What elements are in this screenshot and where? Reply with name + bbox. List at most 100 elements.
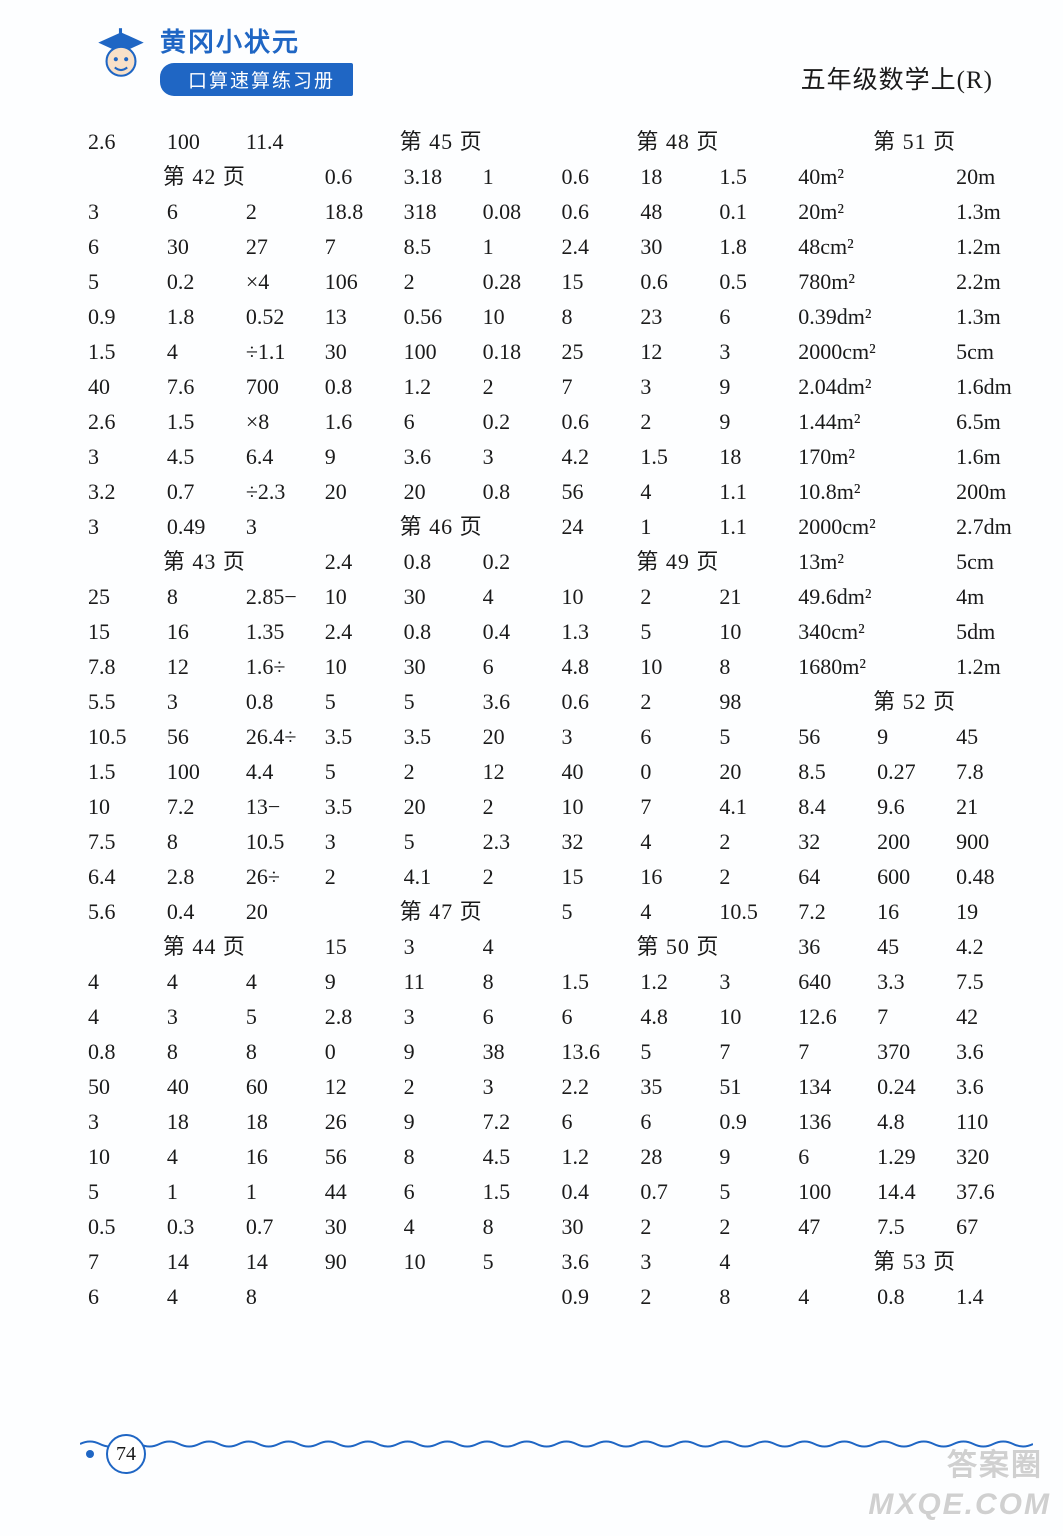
answer-cell: 21 bbox=[717, 580, 796, 615]
answer-cell: 5dm bbox=[954, 615, 1033, 650]
answer-cell: 8 bbox=[481, 965, 560, 1000]
answer-cell: 5.5 bbox=[86, 685, 165, 720]
answer-cell: 3 bbox=[86, 510, 165, 545]
answer-cell: 2 bbox=[717, 1210, 796, 1245]
answer-cell: 1.2m bbox=[954, 230, 1033, 265]
answer-cell: 4.5 bbox=[481, 1140, 560, 1175]
answer-cell: 136 bbox=[796, 1105, 875, 1140]
answer-cell: 3 bbox=[638, 1245, 717, 1280]
answer-cell: 5.6 bbox=[86, 895, 165, 930]
answer-cell: 3 bbox=[481, 440, 560, 475]
answer-cell: 0 bbox=[323, 1035, 402, 1070]
answer-cell: 4 bbox=[86, 1000, 165, 1035]
answer-cell: 40m² bbox=[796, 160, 954, 195]
answer-cell: 4.4 bbox=[244, 755, 323, 790]
answer-cell: 3.5 bbox=[323, 720, 402, 755]
answer-cell: 15 bbox=[86, 615, 165, 650]
answer-cell: 6 bbox=[559, 1000, 638, 1035]
answer-cell: 600 bbox=[875, 860, 954, 895]
answer-cell: 0.9 bbox=[717, 1105, 796, 1140]
answer-cell: 12 bbox=[323, 1070, 402, 1105]
answer-cell: 4 bbox=[638, 825, 717, 860]
answer-cell: 6 bbox=[638, 1105, 717, 1140]
answer-cell: 1.3m bbox=[954, 300, 1033, 335]
answer-cell: 2 bbox=[717, 860, 796, 895]
answer-cell: 49.6dm² bbox=[796, 580, 954, 615]
answer-cell: 9 bbox=[717, 370, 796, 405]
answer-cell: 1.5 bbox=[481, 1175, 560, 1210]
answer-cell: 4 bbox=[481, 580, 560, 615]
brand-block: 黄冈小状元 口算速算练习册 bbox=[90, 22, 353, 96]
answer-cell: 27 bbox=[244, 230, 323, 265]
answer-cell: 2.2 bbox=[559, 1070, 638, 1105]
answer-cell: 45 bbox=[954, 720, 1033, 755]
answer-cell: 8 bbox=[165, 580, 244, 615]
answer-cell: 10 bbox=[638, 650, 717, 685]
answer-cell: 37.6 bbox=[954, 1175, 1033, 1210]
answer-cell: 13− bbox=[244, 790, 323, 825]
answer-cell: 9 bbox=[402, 1035, 481, 1070]
answer-cell: 98 bbox=[717, 685, 796, 720]
answer-cell: 14.4 bbox=[875, 1175, 954, 1210]
answer-cell: 2 bbox=[244, 195, 323, 230]
answer-cell: 14 bbox=[165, 1245, 244, 1280]
grade-label: 五年级数学上(R) bbox=[801, 60, 993, 96]
answer-cell: 48 bbox=[638, 195, 717, 230]
answer-cell: ÷2.3 bbox=[244, 475, 323, 510]
answer-cell: 4.8 bbox=[559, 650, 638, 685]
answer-cell: 10 bbox=[717, 615, 796, 650]
answer-cell: 1.1 bbox=[717, 510, 796, 545]
answer-cell: 32 bbox=[559, 825, 638, 860]
answer-cell: 56 bbox=[323, 1140, 402, 1175]
answer-cell: 2000cm² bbox=[796, 335, 954, 370]
answer-cell: 44 bbox=[323, 1175, 402, 1210]
answer-cell: 6 bbox=[559, 1105, 638, 1140]
answer-cell: 1.5 bbox=[559, 965, 638, 1000]
answer-cell: 0.3 bbox=[165, 1210, 244, 1245]
answer-cell: 0.8 bbox=[86, 1035, 165, 1070]
answer-cell: 13 bbox=[323, 300, 402, 335]
answer-cell: 3 bbox=[86, 1105, 165, 1140]
answer-cell: 3 bbox=[244, 510, 323, 545]
answer-cell: 0.7 bbox=[638, 1175, 717, 1210]
answer-cell: 12 bbox=[638, 335, 717, 370]
answer-cell: 7.8 bbox=[954, 755, 1033, 790]
answer-cell: 200m bbox=[954, 475, 1033, 510]
answer-cell: 3.6 bbox=[954, 1070, 1033, 1105]
answer-cell: 0.6 bbox=[638, 265, 717, 300]
answer-cell: 0.24 bbox=[875, 1070, 954, 1105]
answer-cell: 2.8 bbox=[165, 860, 244, 895]
answer-cell: 1.35 bbox=[244, 615, 323, 650]
answer-cell: 3.2 bbox=[86, 475, 165, 510]
page-heading: 第 53 页 bbox=[796, 1245, 1033, 1280]
answer-cell: 7.8 bbox=[86, 650, 165, 685]
answer-cell: 23 bbox=[638, 300, 717, 335]
answer-cell: 0.52 bbox=[244, 300, 323, 335]
page-heading: 第 44 页 bbox=[86, 930, 323, 965]
page-header: 黄冈小状元 口算速算练习册 五年级数学上(R) bbox=[0, 0, 1063, 115]
answer-cell: 100 bbox=[165, 125, 244, 160]
answer-cell: 26.4÷ bbox=[244, 720, 323, 755]
answer-cell: 0.4 bbox=[165, 895, 244, 930]
answer-cell: 12.6 bbox=[796, 1000, 875, 1035]
answer-cell: 42 bbox=[954, 1000, 1033, 1035]
answer-cell: 9 bbox=[875, 720, 954, 755]
page-heading: 第 42 页 bbox=[86, 160, 323, 195]
answer-cell: 780m² bbox=[796, 265, 954, 300]
answer-cell: 3 bbox=[165, 1000, 244, 1035]
page-dot-icon bbox=[86, 1450, 94, 1458]
answer-cell: 10 bbox=[402, 1245, 481, 1280]
answer-cell: 9.6 bbox=[875, 790, 954, 825]
answer-cell: 318 bbox=[402, 195, 481, 230]
answer-cell: 0.9 bbox=[86, 300, 165, 335]
answer-cell: 1.8 bbox=[165, 300, 244, 335]
answer-cell: 2 bbox=[638, 685, 717, 720]
answer-cell: 25 bbox=[86, 580, 165, 615]
answer-cell: 1.2 bbox=[402, 370, 481, 405]
answer-grid: 2.610011.4第 45 页第 48 页第 51 页第 42 页0.63.1… bbox=[0, 115, 1063, 1315]
answer-cell: 10 bbox=[559, 580, 638, 615]
answer-cell: 1 bbox=[165, 1175, 244, 1210]
answer-cell: 100 bbox=[402, 335, 481, 370]
answer-cell: 10.5 bbox=[717, 895, 796, 930]
answer-cell: 0.8 bbox=[244, 685, 323, 720]
